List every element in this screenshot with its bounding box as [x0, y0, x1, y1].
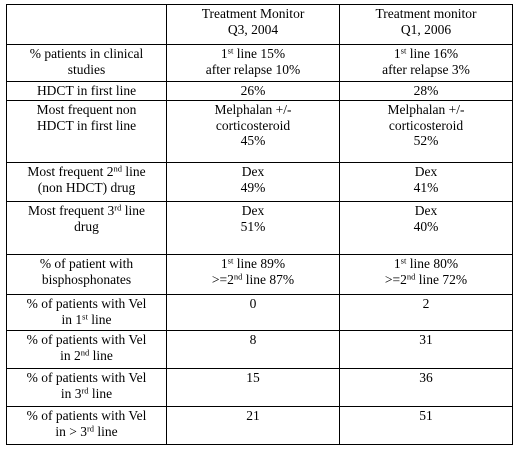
cell-q1-2006: 51 [339, 406, 513, 445]
cell-q3-2004: Melphalan +/- corticosteroid 45% [166, 100, 340, 163]
row-label: % of patients with Vel in 3rd line [6, 368, 167, 407]
row-label: % of patients with Vel in > 3rd line [6, 406, 167, 445]
cell-q3-2004: Dex 49% [166, 162, 340, 202]
cell-q3-2004: 0 [166, 294, 340, 331]
table-row-vel-3rd: % of patients with Vel in 3rd line 15 36 [6, 368, 513, 407]
header-title: Treatment Monitor [201, 6, 305, 21]
cell-q3-2004: 26% [166, 81, 340, 101]
cell-q3-2004: 21 [166, 406, 340, 445]
header-cell-q3-2004: Treatment Monitor Q3, 2004 [166, 4, 340, 45]
table-row-vel-2nd: % of patients with Vel in 2nd line 8 31 [6, 330, 513, 369]
cell-q1-2006: 2 [339, 294, 513, 331]
row-label: Most frequent 3rd line drug [6, 201, 167, 255]
row-label: % of patients with Vel in 2nd line [6, 330, 167, 369]
header-period: Q1, 2006 [400, 21, 452, 37]
cell-q1-2006: Dex 40% [339, 201, 513, 255]
row-label: Most frequent non HDCT in first line [6, 100, 167, 163]
header-period: Q3, 2004 [227, 21, 279, 37]
cell-q1-2006: 1st line 80% >=2nd line 72% [339, 254, 513, 295]
header-empty-cell [6, 4, 167, 45]
cell-q1-2006: 31 [339, 330, 513, 369]
table-row-third-line: Most frequent 3rd line drug Dex 51% Dex … [6, 201, 513, 255]
treatment-monitor-table: Treatment Monitor Q3, 2004 Treatment mon… [6, 4, 513, 445]
cell-q3-2004: 1st line 89% >=2nd line 87% [166, 254, 340, 295]
row-label: % of patients with Vel in 1st line [6, 294, 167, 331]
table-row-bisphosphonates: % of patient with bisphosphonates 1st li… [6, 254, 513, 295]
cell-q1-2006: Dex 41% [339, 162, 513, 202]
cell-q1-2006: Melphalan +/- corticosteroid 52% [339, 100, 513, 163]
row-label: Most frequent 2nd line (non HDCT) drug [6, 162, 167, 202]
cell-q3-2004: 1st line 15% after relapse 10% [166, 44, 340, 82]
table-row-vel-gt-3rd: % of patients with Vel in > 3rd line 21 … [6, 406, 513, 445]
header-title: Treatment monitor [375, 6, 477, 21]
table-row-clinical-studies: % patients in clinical studies 1st line … [6, 44, 513, 82]
cell-q3-2004: 15 [166, 368, 340, 407]
table-row-non-hdct: Most frequent non HDCT in first line Mel… [6, 100, 513, 163]
row-label: HDCT in first line [6, 81, 167, 101]
cell-q1-2006: 36 [339, 368, 513, 407]
table-row-second-line: Most frequent 2nd line (non HDCT) drug D… [6, 162, 513, 202]
header-cell-q1-2006: Treatment monitor Q1, 2006 [339, 4, 513, 45]
cell-q1-2006: 28% [339, 81, 513, 101]
row-label: % patients in clinical studies [6, 44, 167, 82]
cell-q1-2006: 1st line 16% after relapse 3% [339, 44, 513, 82]
table-row-hdct: HDCT in first line 26% 28% [6, 81, 513, 101]
table-row-vel-1st: % of patients with Vel in 1st line 0 2 [6, 294, 513, 331]
cell-q3-2004: 8 [166, 330, 340, 369]
row-label: % of patient with bisphosphonates [6, 254, 167, 295]
header-row: Treatment Monitor Q3, 2004 Treatment mon… [6, 4, 513, 45]
cell-q3-2004: Dex 51% [166, 201, 340, 255]
